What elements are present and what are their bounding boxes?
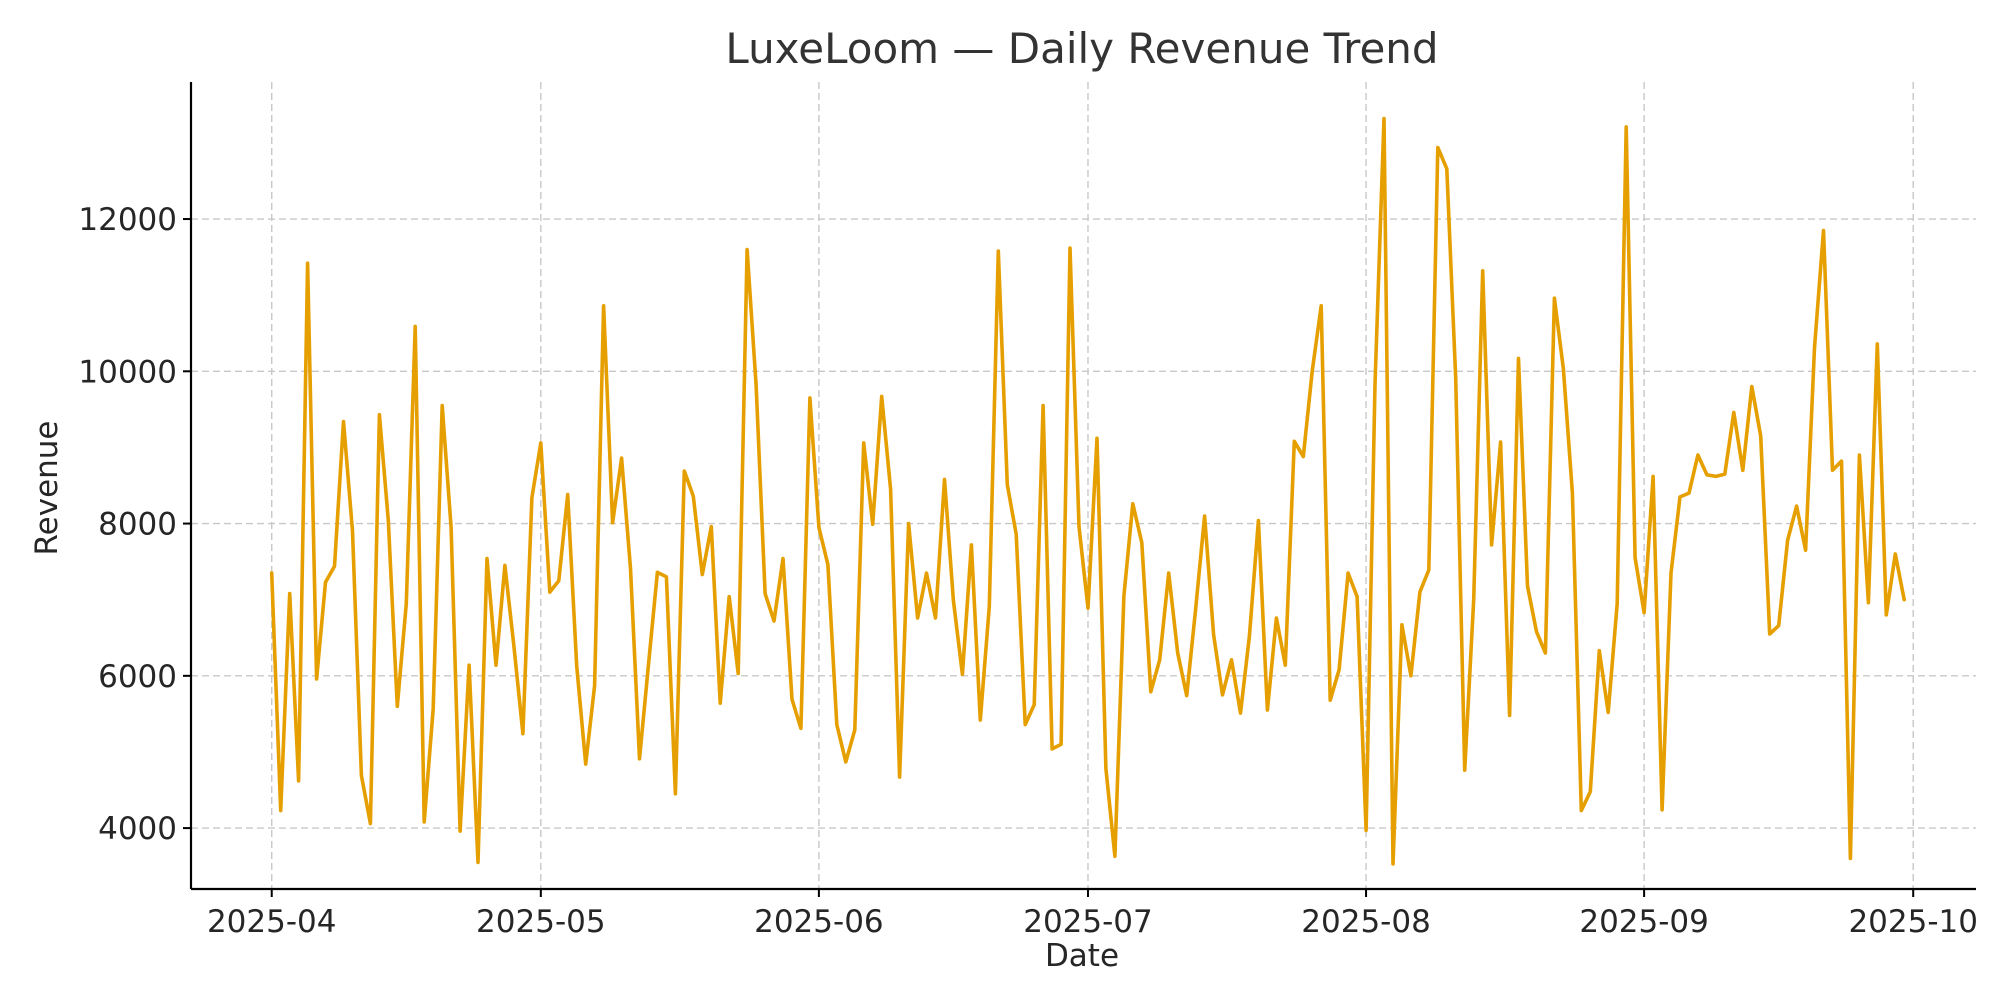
y-tick-label: 10000	[78, 354, 177, 390]
chart-title: LuxeLoom — Daily Revenue Trend	[725, 24, 1438, 73]
x-axis-label: Date	[1045, 938, 1119, 974]
x-tick-label: 2025-05	[476, 904, 606, 940]
x-tick-label: 2025-08	[1301, 904, 1431, 940]
x-ticks: 2025-04 2025-05 2025-06 2025-07 2025-08 2025-…	[207, 889, 1978, 940]
y-axis-label: Revenue	[29, 420, 65, 555]
x-tick-label: 2025-04	[207, 904, 337, 940]
axes	[189, 82, 1976, 891]
grid	[191, 82, 1976, 889]
y-tick-label: 12000	[78, 202, 177, 238]
y-tick-label: 6000	[98, 659, 177, 695]
series-layer	[269, 116, 1906, 866]
revenue-series-line	[269, 116, 1906, 866]
y-ticks: 4000 6000 8000 10000 12000	[78, 202, 191, 847]
x-tick-label: 2025-07	[1023, 904, 1153, 940]
y-tick-label: 8000	[98, 507, 177, 543]
x-tick-label: 2025-10	[1848, 904, 1978, 940]
x-tick-label: 2025-06	[754, 904, 884, 940]
x-tick-label: 2025-09	[1579, 904, 1709, 940]
y-tick-label: 4000	[98, 811, 177, 847]
